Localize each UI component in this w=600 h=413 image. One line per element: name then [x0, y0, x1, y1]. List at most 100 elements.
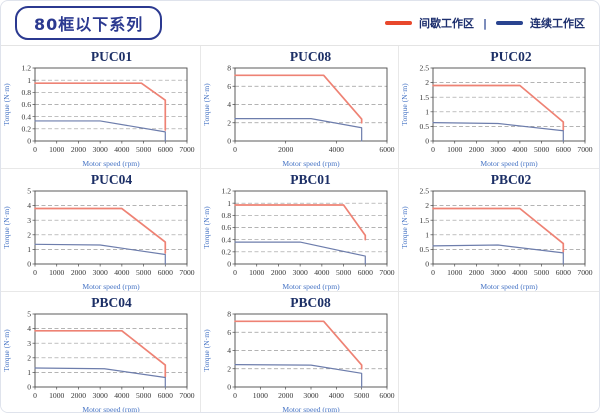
svg-text:2000: 2000: [469, 268, 484, 277]
chart-title-puc08: PUC08: [289, 49, 332, 64]
svg-text:6000: 6000: [158, 391, 173, 400]
svg-text:3000: 3000: [491, 268, 506, 277]
chart-cell-pbc08: PBC08 0 2 4 6 8 0 1000 2000 3000 4000 5000 6000 Moto…: [201, 292, 399, 413]
svg-text:6: 6: [227, 82, 231, 91]
svg-text:Torque (N·m): Torque (N·m): [400, 206, 409, 249]
svg-text:0: 0: [27, 383, 31, 392]
svg-text:2: 2: [425, 201, 429, 210]
svg-text:2000: 2000: [278, 391, 293, 400]
svg-text:2: 2: [27, 353, 31, 362]
svg-text:1000: 1000: [447, 145, 462, 154]
svg-text:0: 0: [27, 137, 31, 146]
svg-text:2000: 2000: [71, 268, 86, 277]
svg-text:1: 1: [27, 245, 31, 254]
chart-cell-puc08: PUC08 0 2 4 6 8 0 2000 4000 6000 Motor speed (rpm…: [201, 46, 399, 169]
svg-text:0.5: 0.5: [420, 122, 430, 131]
svg-text:0: 0: [233, 145, 237, 154]
svg-text:0.4: 0.4: [222, 235, 232, 244]
svg-text:2000: 2000: [278, 145, 293, 154]
svg-text:4000: 4000: [329, 145, 344, 154]
svg-text:0.6: 0.6: [22, 100, 32, 109]
chart-canvas-puc04: 0 1 2 3 4 5 0 1000 2000 3000 4000 5000 6000 7000 Motor…: [2, 188, 195, 291]
svg-text:0: 0: [27, 260, 31, 269]
svg-text:8: 8: [227, 311, 231, 319]
svg-text:2000: 2000: [271, 268, 286, 277]
legend-label-intermittent: 间歇工作区: [418, 17, 474, 30]
svg-text:4: 4: [27, 324, 31, 333]
svg-text:1: 1: [27, 368, 31, 377]
svg-text:1.2: 1.2: [222, 188, 232, 196]
svg-text:4000: 4000: [512, 268, 527, 277]
svg-text:3000: 3000: [93, 268, 108, 277]
chart-cell-pbc04: PBC04 0 1 2 3 4 5 0 1000 2000 3000 4000 5000 6000 700…: [1, 292, 201, 413]
svg-text:4000: 4000: [512, 145, 527, 154]
chart-canvas-pbc01: 0 0.2 0.4 0.6 0.8 1 1.2 0 1000 2000 3000 4000 5000 60…: [202, 188, 395, 291]
chart-canvas-puc02: 0 0.5 1 1.5 2 2.5 0 1000 2000 3000 4000 5000 6000 700…: [400, 65, 593, 168]
chart-cell-puc04: PUC04 0 1 2 3 4 5 0 1000 2000 3000 4000 5000 6000 700…: [1, 169, 201, 292]
svg-text:3000: 3000: [491, 145, 506, 154]
svg-text:1.5: 1.5: [420, 216, 430, 225]
svg-text:6000: 6000: [379, 145, 394, 154]
svg-text:6000: 6000: [556, 145, 571, 154]
svg-text:1000: 1000: [253, 391, 268, 400]
svg-text:0: 0: [425, 260, 429, 269]
chart-cell-puc01: PUC01 0 0.2 0.4 0.6 0.8 1 1.2 0 1000 2000 3000 4000…: [1, 46, 201, 169]
svg-text:5000: 5000: [136, 391, 151, 400]
svg-text:5000: 5000: [136, 145, 151, 154]
chart-title-puc02: PUC02: [490, 49, 532, 64]
chart-canvas-puc01: 0 0.2 0.4 0.6 0.8 1 1.2 0 1000 2000 3000 4000 5000 60…: [2, 65, 195, 168]
chart-title-pbc04: PBC04: [91, 295, 132, 310]
svg-text:Motor speed (rpm): Motor speed (rpm): [480, 159, 538, 168]
svg-text:Torque (N·m): Torque (N·m): [400, 83, 409, 126]
svg-text:Motor speed (rpm): Motor speed (rpm): [282, 405, 340, 413]
svg-text:7000: 7000: [179, 145, 194, 154]
svg-text:Motor speed (rpm): Motor speed (rpm): [82, 405, 140, 413]
svg-text:Torque (N·m): Torque (N·m): [2, 83, 11, 126]
svg-text:1000: 1000: [49, 268, 64, 277]
svg-text:0: 0: [227, 137, 231, 146]
svg-text:Motor speed (rpm): Motor speed (rpm): [82, 159, 140, 168]
legend-separator: |: [482, 16, 487, 30]
svg-text:1000: 1000: [49, 145, 64, 154]
svg-text:6: 6: [227, 328, 231, 337]
svg-text:Motor speed (rpm): Motor speed (rpm): [480, 282, 538, 291]
svg-text:1: 1: [425, 107, 429, 116]
svg-text:1.5: 1.5: [420, 93, 430, 102]
chart-cell-pbc01: PBC01 0 0.2 0.4 0.6 0.8 1 1.2 0 1000 2000 3000 4000…: [201, 169, 399, 292]
svg-text:3000: 3000: [93, 391, 108, 400]
svg-text:6000: 6000: [358, 268, 373, 277]
svg-text:6000: 6000: [379, 391, 394, 400]
svg-text:0: 0: [431, 268, 435, 277]
svg-text:0: 0: [425, 137, 429, 146]
svg-text:7000: 7000: [179, 391, 194, 400]
svg-text:Torque (N·m): Torque (N·m): [202, 206, 211, 249]
svg-text:2.5: 2.5: [420, 188, 430, 196]
svg-text:0.8: 0.8: [222, 211, 232, 220]
series-title-badge: 80框以下系列: [15, 6, 163, 40]
svg-text:5000: 5000: [534, 268, 549, 277]
svg-text:4000: 4000: [314, 268, 329, 277]
svg-text:0: 0: [233, 391, 237, 400]
svg-text:0.2: 0.2: [22, 124, 32, 133]
svg-text:Torque (N·m): Torque (N·m): [2, 329, 11, 372]
svg-text:0.6: 0.6: [222, 223, 232, 232]
svg-text:5: 5: [27, 188, 31, 196]
svg-text:0: 0: [33, 145, 37, 154]
svg-text:2000: 2000: [71, 391, 86, 400]
svg-text:3: 3: [27, 216, 31, 225]
chart-title-pbc01: PBC01: [290, 172, 331, 187]
svg-text:Torque (N·m): Torque (N·m): [2, 206, 11, 249]
svg-text:8: 8: [227, 65, 231, 73]
svg-text:0: 0: [33, 268, 37, 277]
svg-text:2000: 2000: [71, 145, 86, 154]
chart-canvas-puc08: 0 2 4 6 8 0 2000 4000 6000 Motor speed (rpm) Torqu…: [202, 65, 395, 168]
chart-canvas-pbc04: 0 1 2 3 4 5 0 1000 2000 3000 4000 5000 6000 7000 Motor…: [2, 311, 195, 413]
chart-canvas-pbc08: 0 2 4 6 8 0 1000 2000 3000 4000 5000 6000 Motor spee…: [202, 311, 395, 413]
svg-text:5000: 5000: [336, 268, 351, 277]
svg-text:1000: 1000: [49, 391, 64, 400]
svg-text:7000: 7000: [577, 268, 592, 277]
svg-text:3000: 3000: [293, 268, 308, 277]
chart-cell-pbc02: PBC02 0 0.5 1 1.5 2 2.5 0 1000 2000 3000 4000 5000 6…: [399, 169, 599, 292]
svg-text:1: 1: [227, 199, 231, 208]
legend-item-continuous: 连续工作区: [496, 15, 585, 31]
